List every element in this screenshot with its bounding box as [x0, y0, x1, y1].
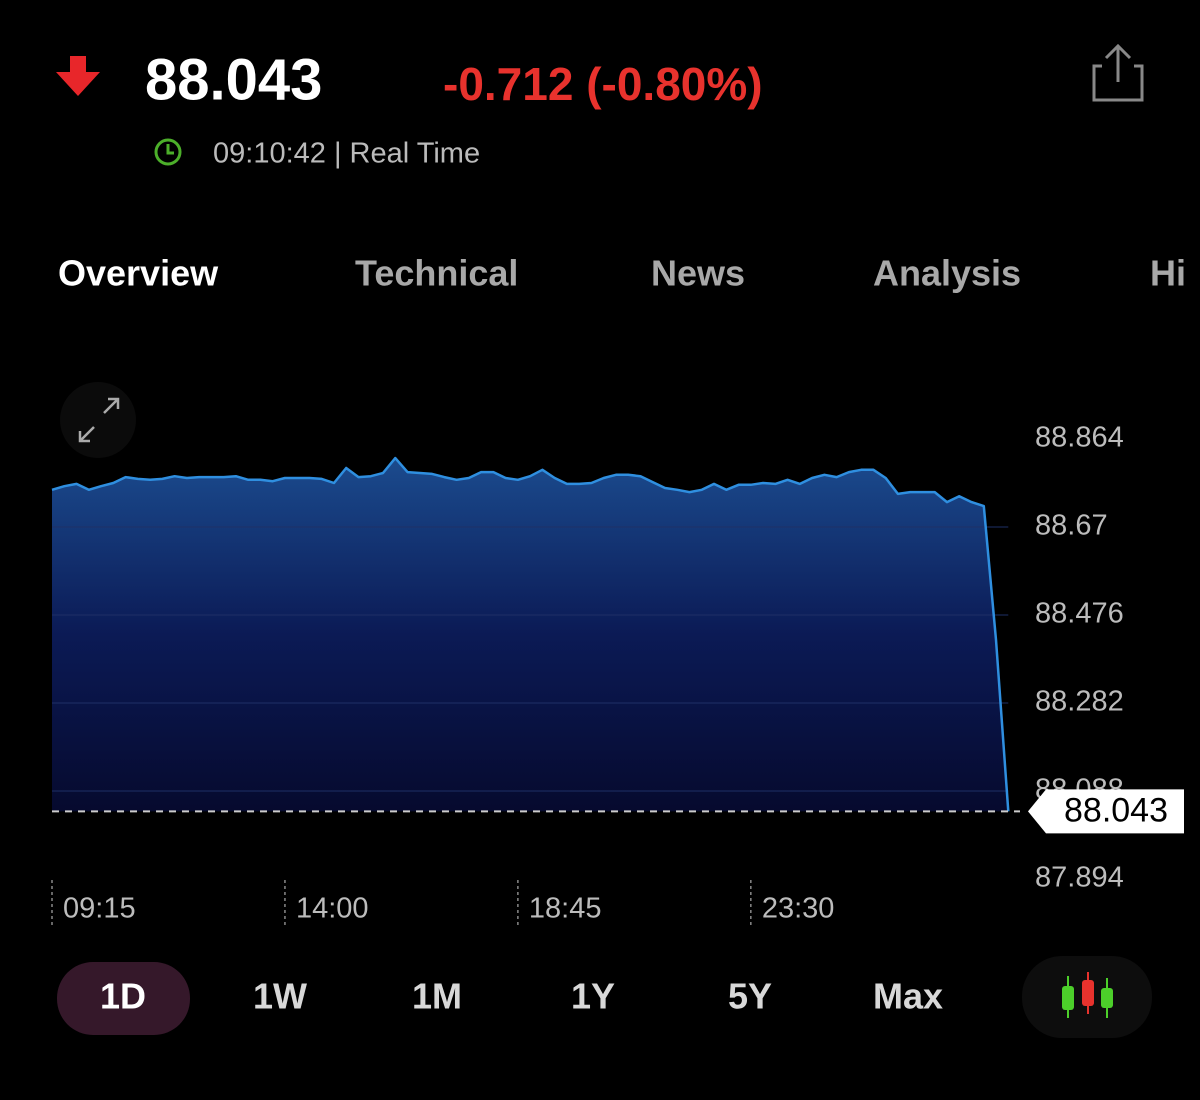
- x-tick-label: 18:45: [529, 893, 602, 925]
- price-change: -0.712 (-0.80%): [443, 58, 763, 110]
- last-price-tag: [1028, 789, 1184, 834]
- tab[interactable]: Hi: [1150, 253, 1186, 294]
- expand-button[interactable]: [60, 382, 136, 458]
- range-button[interactable]: 1Y: [571, 976, 615, 1017]
- x-tick-label: 14:00: [296, 893, 369, 925]
- area: [52, 458, 1009, 812]
- down-arrow-icon: [56, 56, 100, 96]
- range-selected-bg: [57, 962, 190, 1035]
- share-button[interactable]: [1092, 43, 1144, 102]
- range-button[interactable]: Max: [873, 976, 943, 1017]
- range-button[interactable]: 5Y: [728, 976, 772, 1017]
- tab[interactable]: Technical: [355, 253, 518, 294]
- range-button[interactable]: 1W: [253, 976, 307, 1017]
- tab[interactable]: Overview: [58, 253, 219, 294]
- last-price-label: 88.043: [1064, 791, 1168, 829]
- range-button[interactable]: 1D: [100, 976, 146, 1017]
- y-tick-label: 88.67: [1035, 510, 1108, 542]
- price-line: [51, 456, 1010, 812]
- y-tick-label: 87.894: [1035, 862, 1124, 894]
- range-button[interactable]: 1M: [412, 976, 462, 1017]
- candlestick-toggle[interactable]: [1022, 956, 1152, 1038]
- x-tick-label: 23:30: [762, 893, 835, 925]
- price: 88.043: [145, 47, 322, 112]
- clock-icon: [154, 138, 182, 166]
- y-tick-label: 88.864: [1035, 422, 1124, 454]
- tab[interactable]: News: [651, 253, 745, 294]
- y-tick-label: 88.282: [1035, 686, 1124, 718]
- timestamp: 09:10:42 | Real Time: [213, 138, 480, 170]
- y-tick-label: 88.476: [1035, 598, 1124, 630]
- tab[interactable]: Analysis: [873, 253, 1021, 294]
- x-tick-label: 09:15: [63, 893, 136, 925]
